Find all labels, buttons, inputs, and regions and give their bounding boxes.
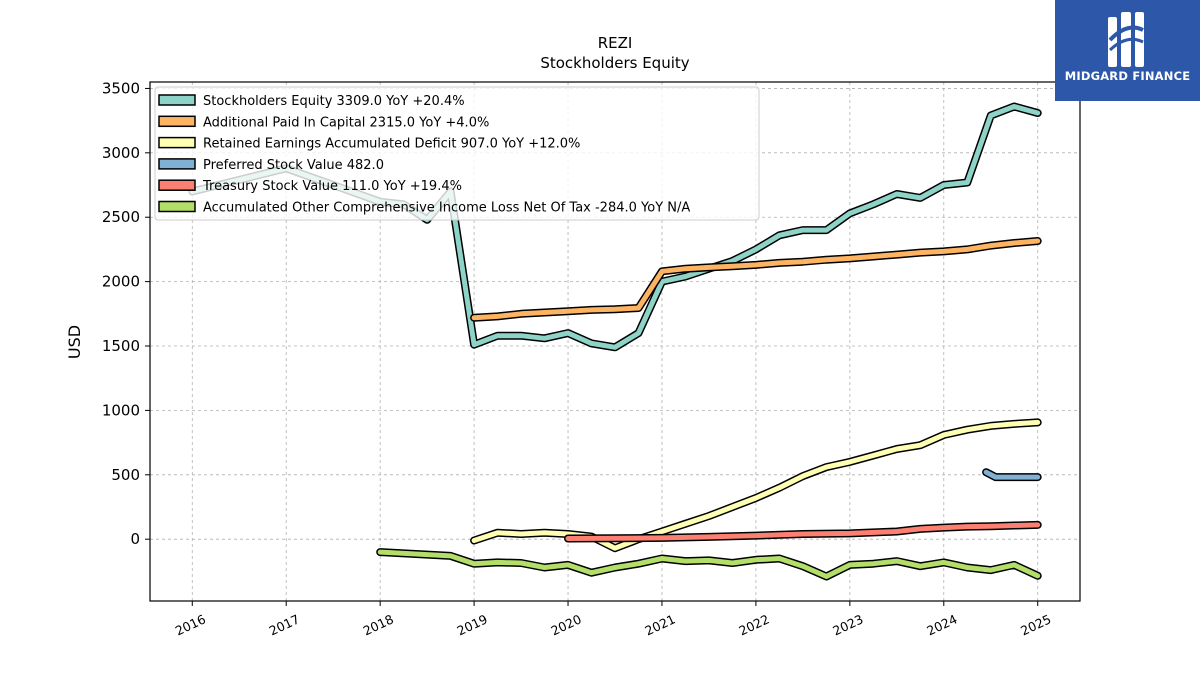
y-tick-label: 3500 — [102, 79, 140, 97]
legend-swatch-3 — [158, 158, 196, 170]
legend-label-5: Accumulated Other Comprehensive Income L… — [203, 201, 690, 216]
x-tick-label: 2017 — [267, 611, 302, 638]
x-tick-label: 2021 — [642, 611, 677, 638]
legend-label-0: Stockholders Equity 3309.0 YoY +20.4% — [203, 94, 465, 109]
y-tick-label: 1000 — [102, 401, 140, 419]
series-line-2 — [471, 419, 1041, 551]
x-tick-label: 2022 — [736, 611, 771, 638]
brand-name: MIDGARD FINANCE — [1064, 69, 1191, 83]
legend-swatch-2 — [158, 136, 196, 149]
legend: Stockholders Equity 3309.0 YoY +20.4% Add… — [154, 86, 760, 221]
legend-swatch-0 — [158, 94, 196, 106]
legend-label-2: Retained Earnings Accumulated Deficit 90… — [203, 137, 580, 152]
y-tick-label: 2500 — [102, 208, 140, 226]
y-axis: 0 500 1000 1500 2000 2500 3000 3500 — [102, 79, 150, 548]
y-tick-label: 0 — [130, 530, 140, 548]
y-tick-label: 1500 — [102, 337, 140, 355]
chart-title: REZI — [598, 34, 633, 52]
series-line-5 — [377, 549, 1041, 579]
legend-label-4: Treasury Stock Value 111.0 YoY +19.4% — [202, 179, 462, 194]
x-tick-label: 2016 — [173, 611, 208, 638]
series-line-3 — [983, 469, 1041, 480]
x-tick-label: 2020 — [549, 611, 584, 638]
brand-logo: MIDGARD FINANCE — [1055, 0, 1200, 101]
x-tick-label: 2023 — [830, 611, 865, 638]
y-tick-label: 3000 — [102, 144, 140, 162]
legend-swatch-1 — [158, 115, 196, 128]
y-tick-label: 2000 — [102, 273, 140, 291]
legend-box — [154, 86, 760, 221]
legend-swatch-4 — [158, 179, 196, 191]
y-axis-label: USD — [65, 325, 84, 359]
x-tick-label: 2019 — [455, 611, 490, 638]
series-line-4 — [565, 522, 1041, 541]
x-axis: 2016 2017 2018 2019 2020 2021 2022 2023 2024 2025 — [173, 601, 1053, 638]
legend-label-1: Additional Paid In Capital 2315.0 YoY +4… — [203, 115, 489, 130]
plot-frame — [149, 81, 1081, 602]
series-line-1 — [471, 238, 1041, 321]
y-tick-label: 500 — [111, 466, 140, 484]
x-tick-label: 2018 — [361, 611, 396, 638]
x-tick-label: 2025 — [1018, 611, 1053, 638]
chart-subtitle: Stockholders Equity — [540, 54, 689, 72]
x-tick-label: 2024 — [924, 611, 959, 638]
legend-label-3: Preferred Stock Value 482.0 — [203, 158, 384, 173]
logo-mark-icon — [1108, 12, 1144, 67]
legend-swatch-5 — [158, 200, 196, 213]
